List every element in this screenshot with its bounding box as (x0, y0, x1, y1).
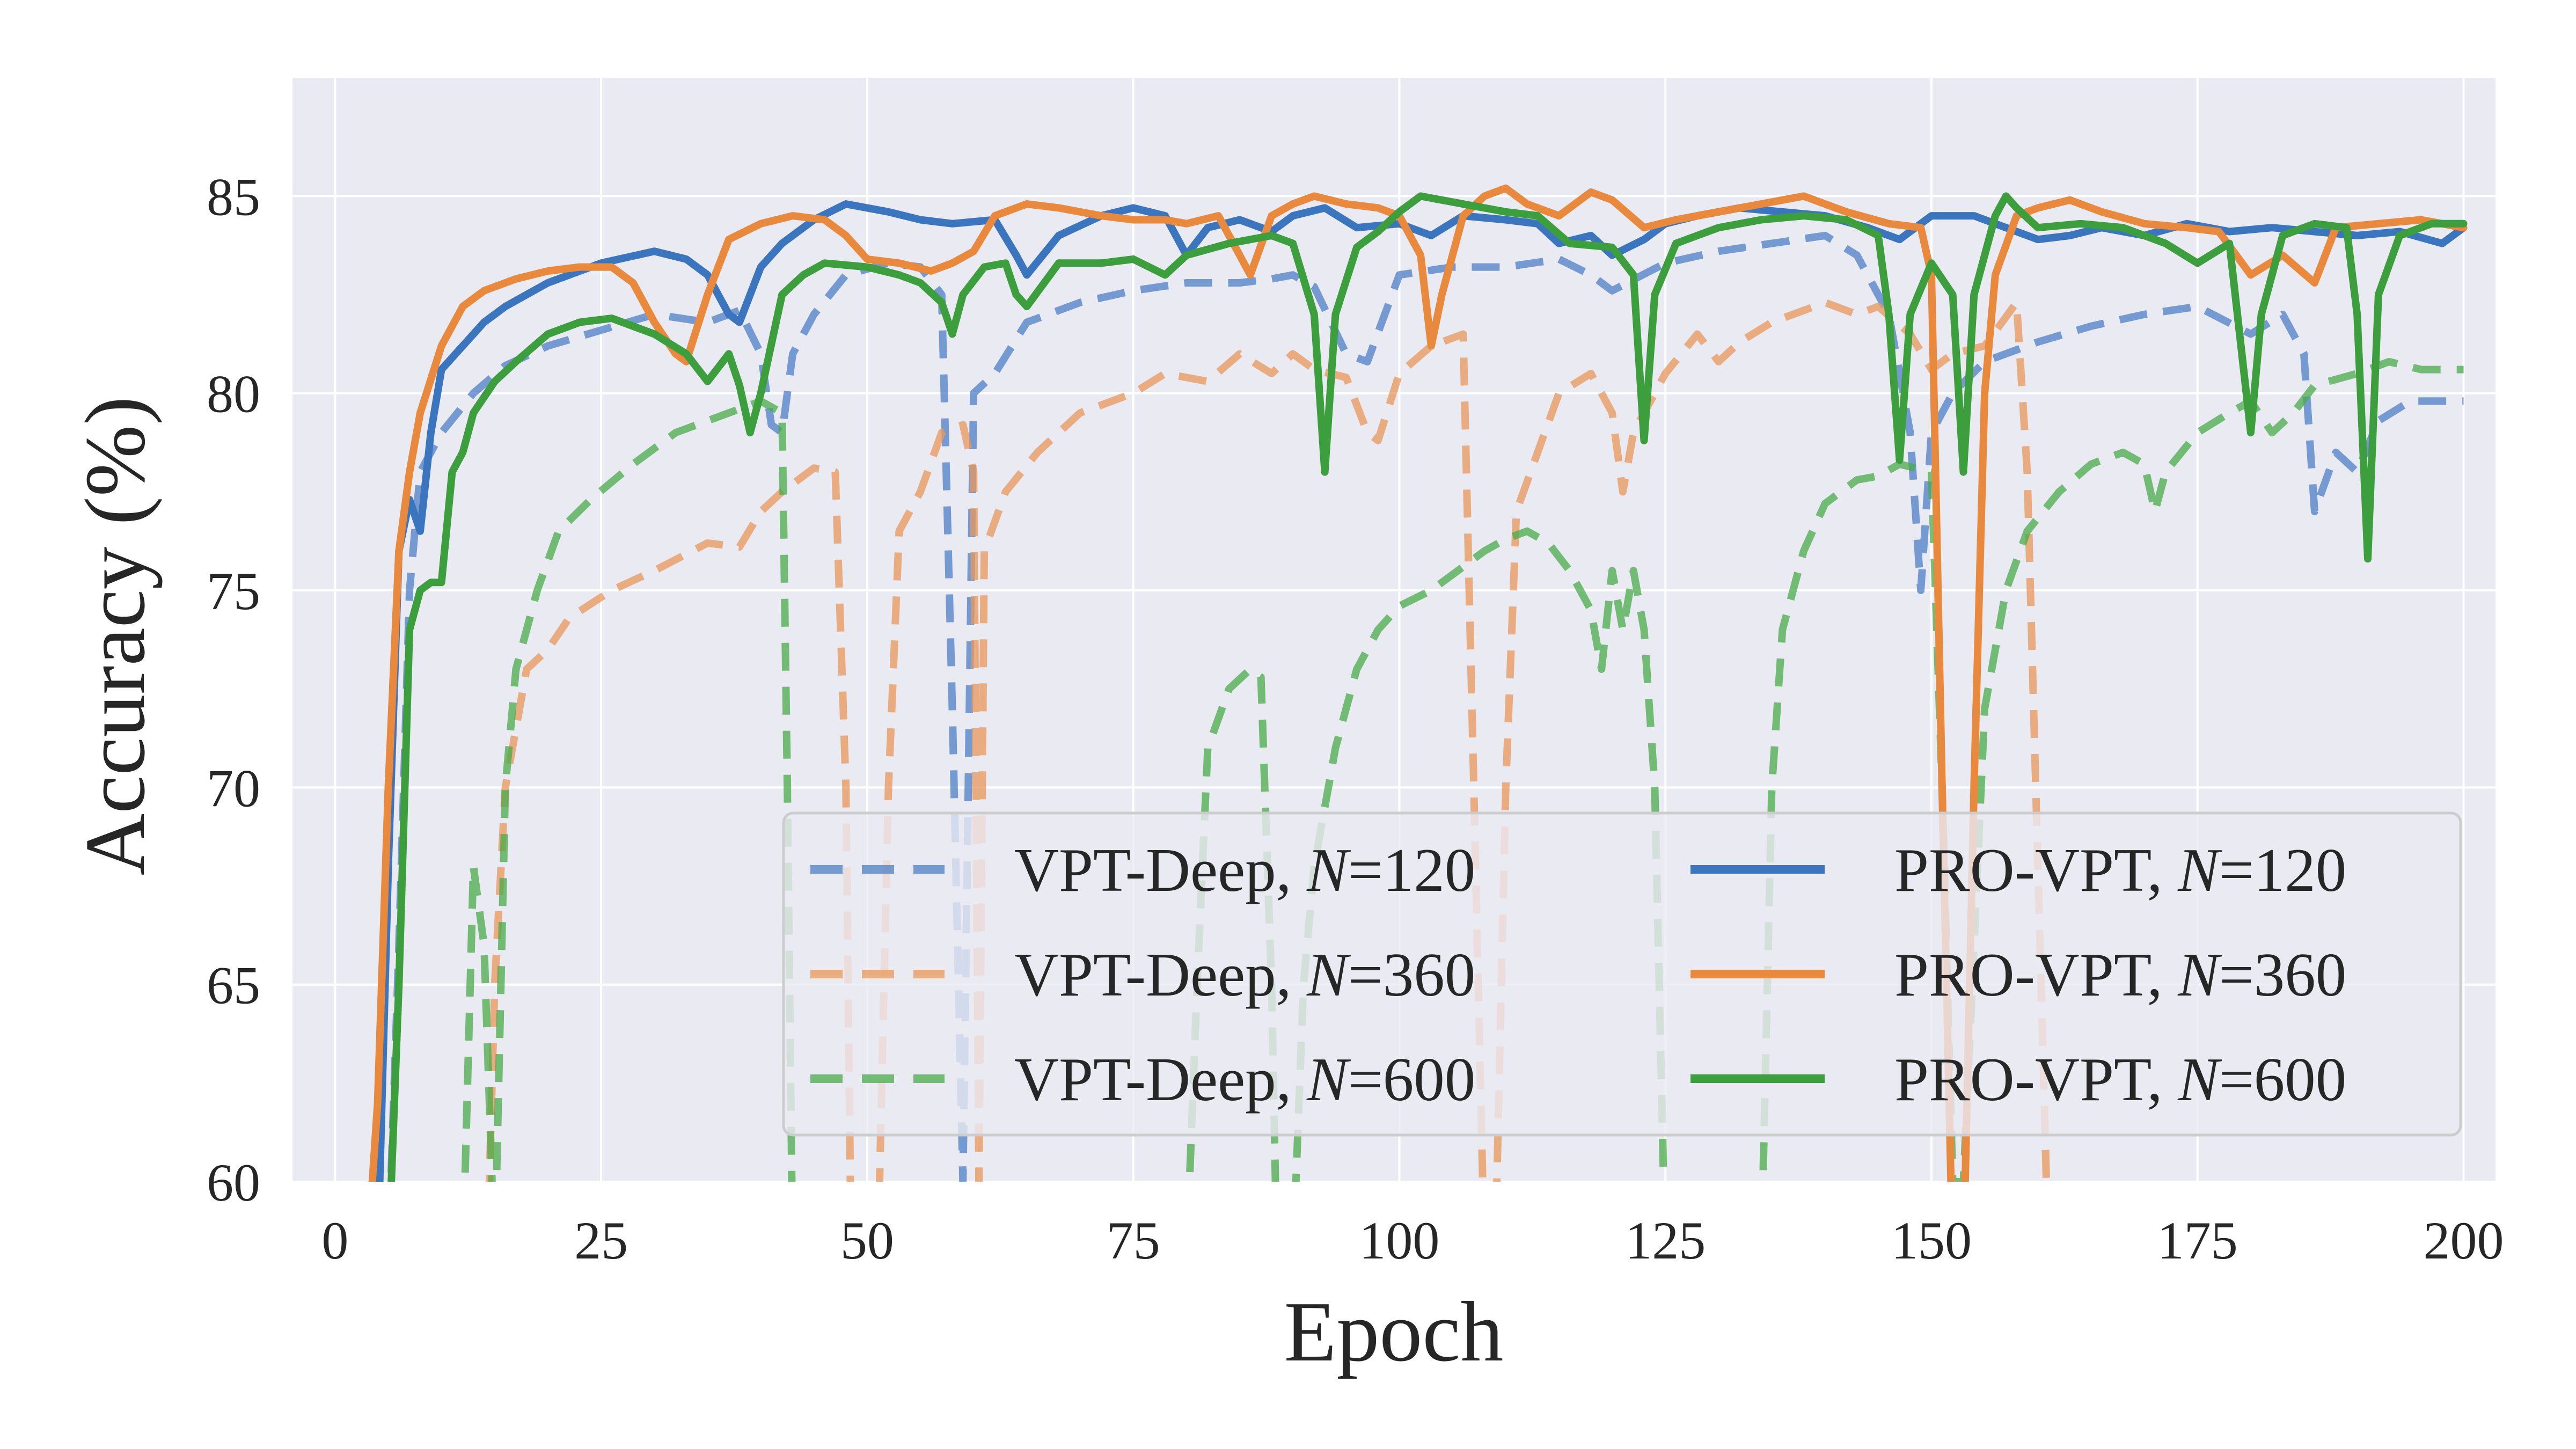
x-tick-label: 75 (1107, 1211, 1160, 1270)
y-tick-label: 75 (207, 561, 260, 621)
x-tick-label: 175 (2157, 1211, 2238, 1270)
x-tick-label: 200 (2424, 1211, 2504, 1270)
legend-label-pro600: PRO-VPT, N=600 (1894, 1045, 2346, 1114)
legend-box (782, 811, 2462, 1137)
y-tick-label: 85 (207, 167, 260, 226)
legend-label-variable: N (2177, 836, 2222, 904)
legend-label-variable: N (2177, 941, 2222, 1009)
legend-label-prefix: PRO-VPT, (1894, 941, 2178, 1009)
series-line-vpt360 (485, 298, 2051, 1182)
legend-label-value: =120 (2219, 836, 2346, 904)
legend-label-value: =600 (1348, 1045, 1475, 1114)
legend-label-value: =120 (1348, 836, 1475, 904)
series-line-pro360 (368, 184, 2468, 1182)
legend-label-prefix: PRO-VPT, (1894, 1045, 2178, 1114)
x-tick-label: 50 (840, 1211, 894, 1270)
legend-label-prefix: VPT-Deep, (1014, 1045, 1307, 1114)
legend-label-variable: N (1306, 1045, 1351, 1114)
series-line-pro600 (387, 192, 2468, 1182)
x-tick-label: 125 (1625, 1211, 1706, 1270)
legend-label-vpt600: VPT-Deep, N=600 (1014, 1045, 1475, 1114)
legend-label-vpt120: VPT-Deep, N=120 (1014, 836, 1475, 904)
legend-label-value: =600 (2219, 1045, 2346, 1114)
legend-label-prefix: VPT-Deep, (1014, 941, 1307, 1009)
legend-label-value: =360 (1348, 941, 1475, 1009)
legend-label-variable: N (2177, 1045, 2222, 1114)
tick-labels: 0 25 50 75 100 125 150 175 200 60 65 70 75 80 85 (207, 167, 2504, 1270)
x-tick-label: 100 (1359, 1211, 1439, 1270)
y-tick-label: 70 (207, 758, 260, 818)
legend-label-variable: N (1306, 941, 1351, 1009)
legend-label-variable: N (1306, 836, 1351, 904)
legend-label-pro120: PRO-VPT, N=120 (1894, 836, 2346, 904)
x-tick-label: 0 (321, 1211, 348, 1270)
series-line-vpt600 (461, 357, 2464, 1182)
y-tick-label: 60 (207, 1153, 260, 1212)
x-axis-label: Epoch (1284, 1284, 1504, 1379)
x-tick-label: 150 (1891, 1211, 1972, 1270)
x-tick-label: 25 (574, 1211, 628, 1270)
series-layer (368, 184, 2468, 1182)
legend-label-pro360: PRO-VPT, N=360 (1894, 941, 2346, 1009)
y-tick-label: 65 (207, 956, 260, 1015)
legend-label-vpt360: VPT-Deep, N=360 (1014, 941, 1475, 1009)
legend-label-prefix: PRO-VPT, (1894, 836, 2178, 904)
legend-label-prefix: VPT-Deep, (1014, 836, 1307, 904)
y-axis-label: Accuracy (%) (67, 397, 163, 876)
y-tick-label: 80 (207, 364, 260, 424)
series-line-pro120 (376, 200, 2468, 1182)
legend-label-value: =360 (2219, 941, 2346, 1009)
